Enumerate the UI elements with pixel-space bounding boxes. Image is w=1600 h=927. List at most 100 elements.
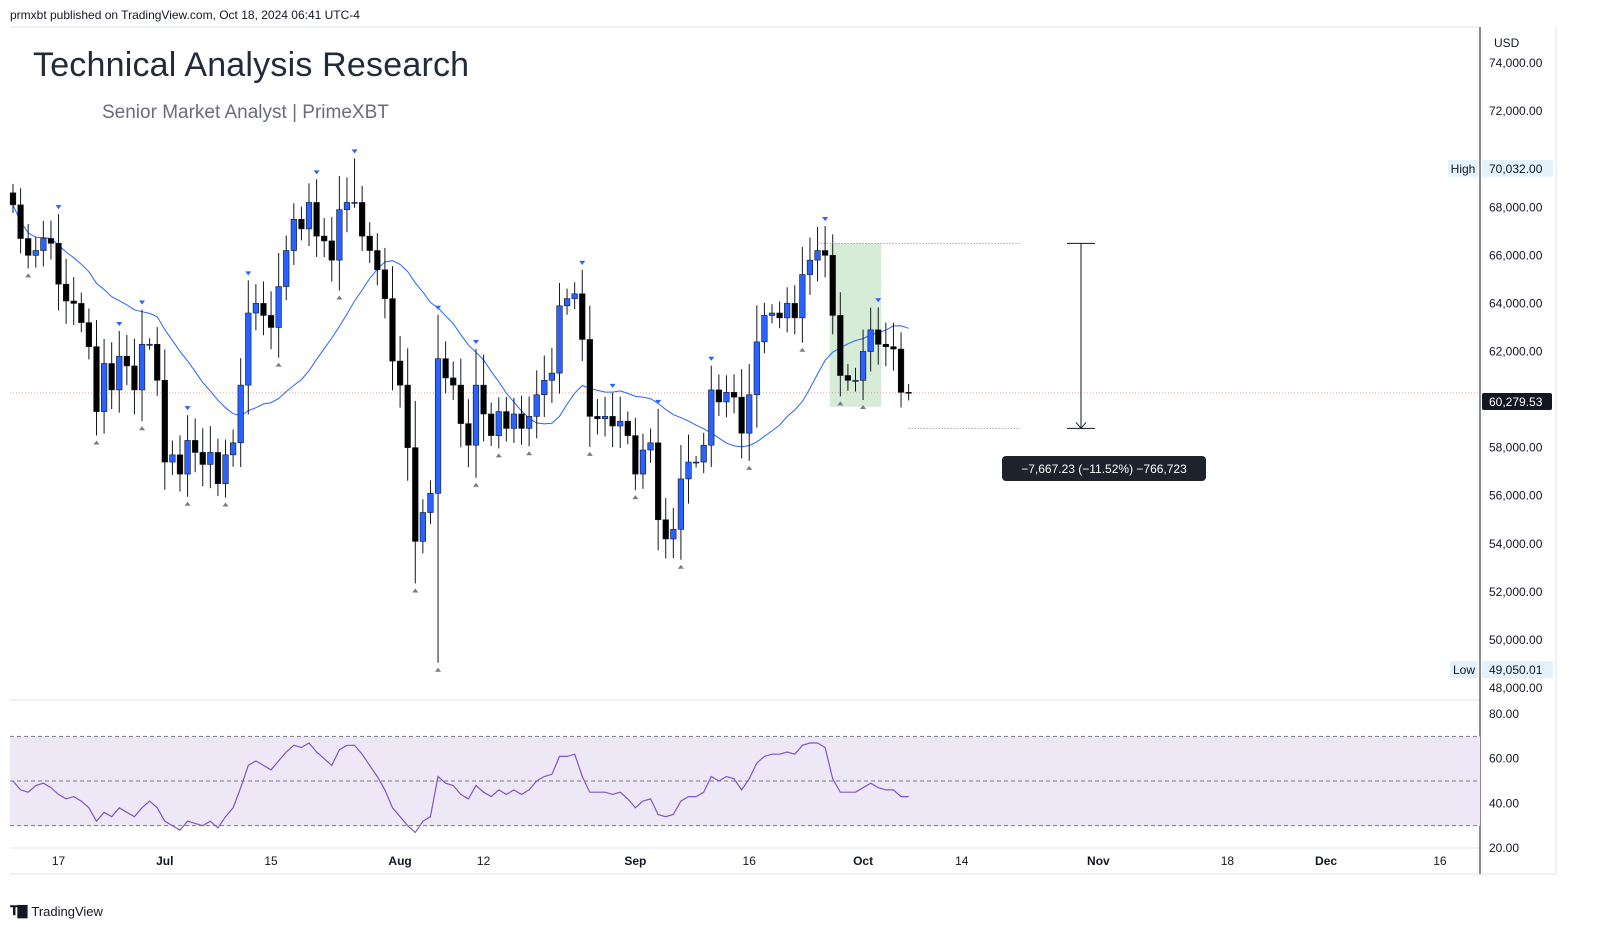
candle[interactable]: [692, 456, 700, 468]
candle[interactable]: [427, 480, 434, 525]
candle[interactable]: [85, 308, 92, 360]
candle[interactable]: [708, 365, 715, 467]
candle[interactable]: [230, 429, 237, 467]
candle[interactable]: [730, 374, 738, 414]
candle[interactable]: [275, 253, 282, 358]
candle[interactable]: [55, 214, 62, 311]
candle[interactable]: [336, 175, 343, 291]
candle[interactable]: [647, 428, 654, 463]
candle[interactable]: [207, 426, 214, 489]
candle[interactable]: [321, 218, 328, 258]
candle[interactable]: [374, 233, 381, 286]
candle[interactable]: [541, 355, 548, 418]
candle[interactable]: [784, 287, 791, 333]
candle[interactable]: [305, 183, 313, 247]
candle[interactable]: [366, 222, 373, 264]
candle[interactable]: [192, 418, 199, 473]
candle[interactable]: [882, 322, 889, 367]
candle[interactable]: [146, 338, 153, 350]
candle[interactable]: [396, 336, 404, 408]
candle[interactable]: [260, 281, 267, 336]
candle[interactable]: [93, 320, 100, 436]
candle[interactable]: [412, 400, 419, 584]
candle[interactable]: [510, 397, 518, 443]
candle[interactable]: [169, 440, 176, 475]
candle[interactable]: [799, 246, 806, 343]
candle[interactable]: [138, 309, 146, 422]
candle[interactable]: [343, 177, 351, 233]
candle[interactable]: [526, 396, 533, 447]
candle[interactable]: [78, 292, 85, 333]
candle[interactable]: [313, 179, 320, 257]
candle[interactable]: [434, 314, 442, 663]
candle[interactable]: [897, 332, 905, 408]
candle[interactable]: [753, 305, 760, 428]
candle[interactable]: [586, 305, 593, 447]
candle[interactable]: [70, 277, 77, 325]
candle[interactable]: [123, 334, 130, 386]
candle[interactable]: [32, 236, 39, 268]
candle[interactable]: [252, 284, 259, 331]
candle[interactable]: [639, 433, 647, 489]
candle[interactable]: [609, 392, 616, 448]
candle[interactable]: [632, 417, 639, 491]
candle[interactable]: [761, 302, 768, 354]
candle[interactable]: [214, 438, 222, 497]
candle[interactable]: [298, 206, 305, 241]
candle[interactable]: [867, 307, 874, 372]
candle[interactable]: [518, 395, 525, 445]
candle[interactable]: [267, 291, 275, 350]
candle[interactable]: [184, 415, 191, 497]
candle[interactable]: [556, 282, 563, 394]
candle[interactable]: [905, 384, 912, 401]
candle[interactable]: [419, 499, 426, 554]
candle[interactable]: [563, 288, 571, 315]
candle[interactable]: [548, 347, 555, 403]
candle[interactable]: [746, 363, 753, 461]
candle[interactable]: [176, 435, 184, 492]
candle[interactable]: [715, 374, 722, 416]
candle[interactable]: [875, 307, 882, 365]
candle[interactable]: [822, 226, 829, 278]
candle[interactable]: [108, 342, 115, 410]
candle[interactable]: [829, 234, 836, 335]
candle[interactable]: [154, 327, 161, 396]
candle[interactable]: [472, 348, 480, 478]
candle[interactable]: [806, 237, 814, 295]
candle[interactable]: [859, 329, 867, 401]
candle[interactable]: [814, 226, 821, 282]
candle[interactable]: [351, 158, 358, 208]
candle[interactable]: [457, 358, 464, 448]
candle[interactable]: [670, 507, 677, 559]
candle[interactable]: [601, 396, 609, 437]
candle[interactable]: [283, 235, 290, 301]
measure-tool-layer[interactable]: [817, 242, 1095, 430]
candle[interactable]: [161, 349, 168, 490]
candle[interactable]: [594, 398, 601, 435]
candle[interactable]: [662, 498, 669, 559]
candle[interactable]: [245, 280, 252, 415]
tradingview-brand[interactable]: 𝐓▇ TradingView: [10, 903, 103, 919]
candle[interactable]: [677, 445, 685, 560]
candle[interactable]: [488, 402, 495, 446]
candle[interactable]: [9, 183, 17, 213]
candle[interactable]: [40, 220, 47, 267]
candle[interactable]: [723, 375, 730, 418]
candle[interactable]: [480, 354, 487, 442]
candle[interactable]: [359, 185, 366, 252]
candle[interactable]: [852, 367, 859, 392]
candle[interactable]: [450, 361, 457, 400]
candle[interactable]: [700, 432, 707, 474]
candle[interactable]: [685, 434, 692, 504]
candle[interactable]: [890, 322, 897, 371]
candle[interactable]: [237, 358, 244, 468]
candle[interactable]: [328, 217, 335, 282]
candle[interactable]: [116, 331, 123, 413]
candle[interactable]: [533, 370, 540, 439]
candle[interactable]: [131, 338, 138, 415]
candle[interactable]: [768, 304, 776, 324]
candle[interactable]: [624, 411, 631, 445]
candle[interactable]: [571, 282, 578, 309]
candle[interactable]: [738, 369, 745, 459]
